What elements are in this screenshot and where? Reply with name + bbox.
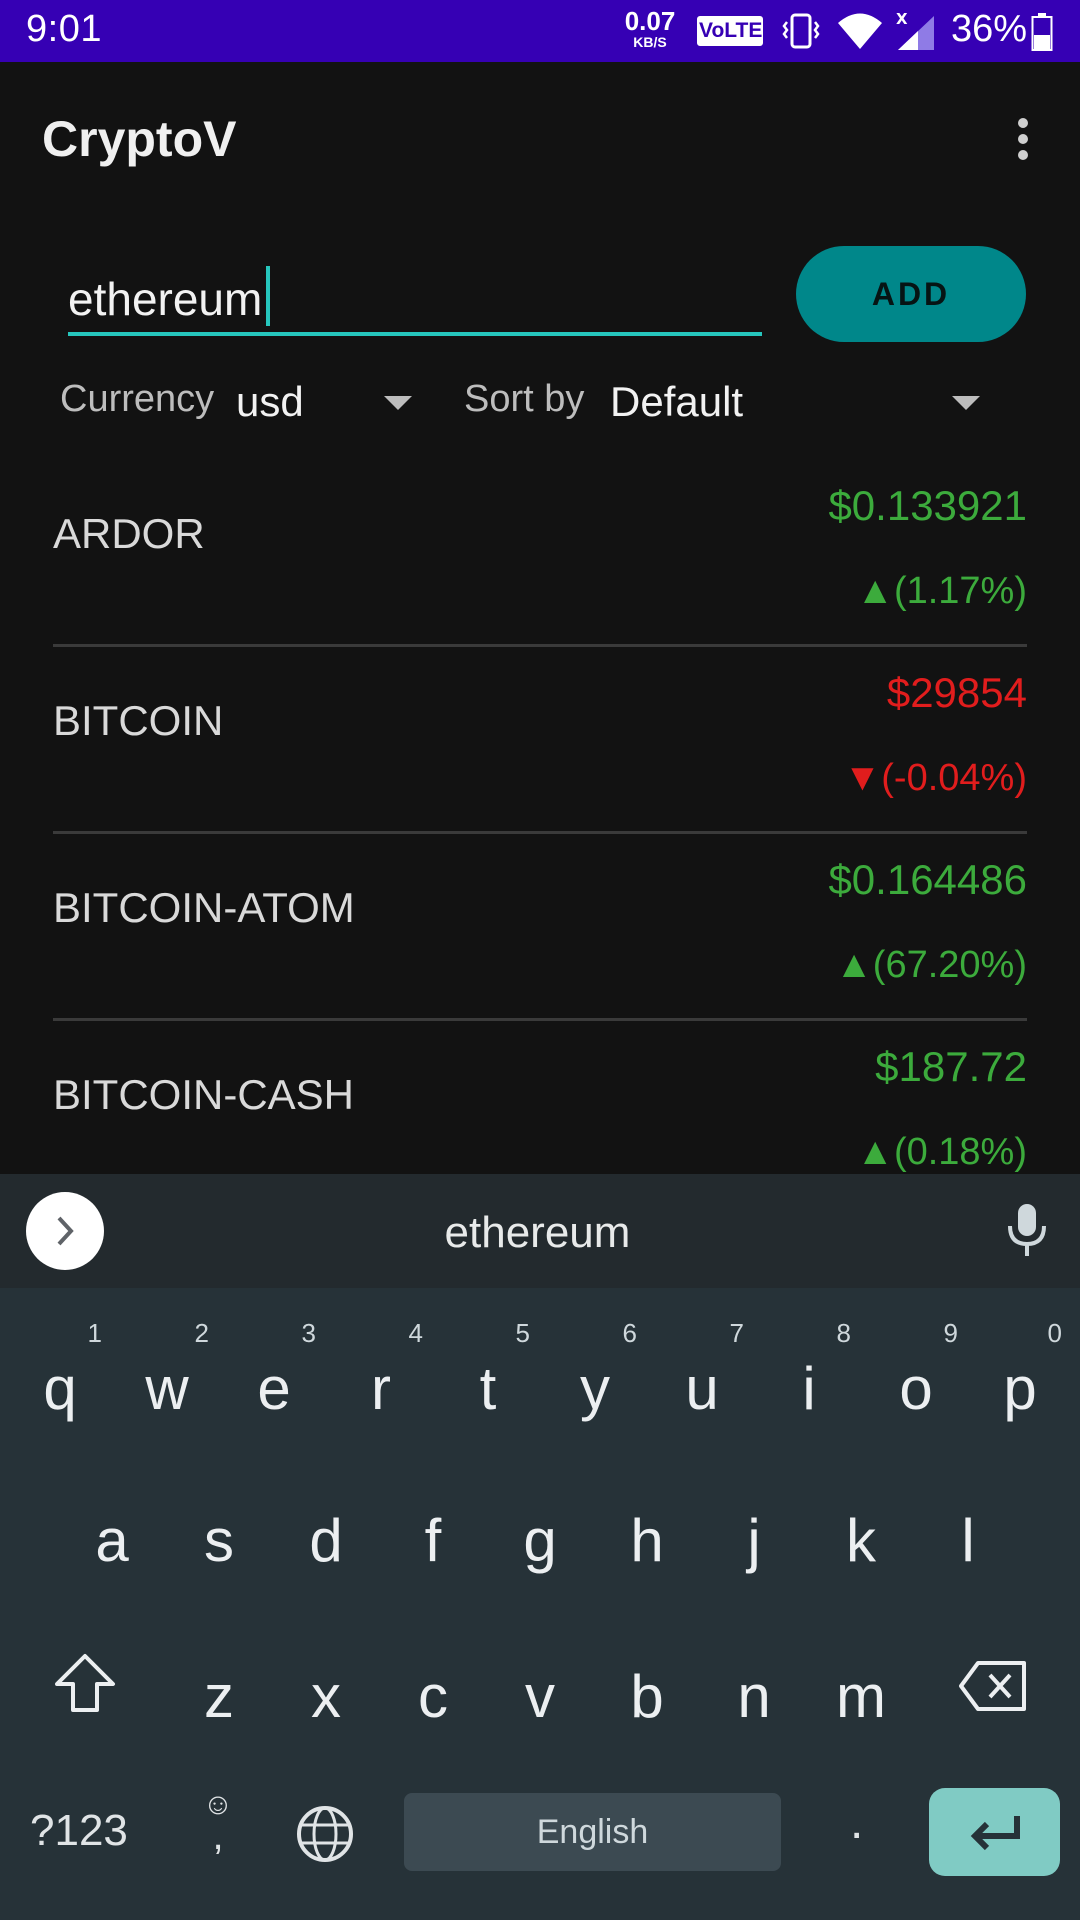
- globe-icon[interactable]: [296, 1805, 354, 1863]
- key-j[interactable]: j: [747, 1507, 761, 1574]
- battery-icon: [1031, 13, 1053, 51]
- text-cursor: [266, 266, 270, 326]
- suggestion-bar: ethereum: [0, 1174, 1080, 1288]
- currency-label: Currency: [60, 378, 215, 420]
- key-v[interactable]: v: [525, 1663, 555, 1730]
- sort-dropdown-arrow-icon[interactable]: [952, 396, 980, 410]
- key-z[interactable]: z: [204, 1663, 234, 1730]
- network-speed-value: 0.07: [624, 6, 676, 36]
- coin-row-bitcoin[interactable]: BITCOIN $29854 ▼(-0.04%): [53, 647, 1027, 834]
- coin-change: ▲(0.18%): [856, 1131, 1027, 1173]
- coin-change: ▲(1.17%): [856, 570, 1027, 612]
- coin-name: BITCOIN-CASH: [53, 1071, 355, 1118]
- coin-row-ardor[interactable]: ARDOR $0.133921 ▲(1.17%): [53, 460, 1027, 647]
- coin-price: $0.164486: [828, 856, 1027, 903]
- coin-price: $0.133921: [828, 482, 1027, 529]
- expand-toolbar-button[interactable]: [26, 1192, 104, 1270]
- coin-name: BITCOIN-ATOM: [53, 884, 355, 931]
- vibrate-icon: [782, 13, 820, 49]
- key-s[interactable]: s: [204, 1507, 234, 1574]
- emoji-comma-key[interactable]: ☺ ,: [196, 1788, 240, 1858]
- key-m[interactable]: m: [836, 1663, 886, 1730]
- volte-badge: VoLTE: [697, 16, 763, 46]
- add-button[interactable]: ADD: [796, 246, 1026, 342]
- enter-arrow-icon: [970, 1816, 1020, 1851]
- key-d[interactable]: d: [309, 1507, 343, 1574]
- coin-price: $29854: [886, 669, 1027, 716]
- coin-row-bitcoin-cash[interactable]: BITCOIN-CASH $187.72 ▲(0.18%): [53, 1021, 1027, 1174]
- sort-by-label: Sort by: [464, 378, 585, 420]
- space-key[interactable]: English: [404, 1793, 781, 1871]
- app-title: CryptoV: [42, 111, 237, 167]
- key-x[interactable]: x: [311, 1663, 341, 1730]
- key-n[interactable]: n: [737, 1663, 771, 1730]
- wifi-icon: [838, 13, 882, 49]
- enter-key[interactable]: [929, 1788, 1060, 1876]
- key-f[interactable]: f: [424, 1507, 442, 1574]
- sort-by-dropdown[interactable]: Default: [610, 378, 744, 425]
- comma-label: ,: [212, 1814, 224, 1858]
- svg-text:X: X: [896, 10, 908, 28]
- key-a[interactable]: a: [95, 1507, 129, 1574]
- chevron-right-icon: [57, 1216, 74, 1246]
- backspace-icon[interactable]: [958, 1660, 1028, 1712]
- coin-search-input[interactable]: [68, 266, 762, 336]
- coin-row-bitcoin-atom[interactable]: BITCOIN-ATOM $0.164486 ▲(67.20%): [53, 834, 1027, 1021]
- microphone-icon[interactable]: [1005, 1202, 1049, 1258]
- coin-list[interactable]: ARDOR $0.133921 ▲(1.17%) BITCOIN $29854 …: [0, 460, 1080, 1174]
- coin-name: BITCOIN: [53, 697, 224, 744]
- key-k[interactable]: k: [846, 1507, 876, 1574]
- coin-change: ▲(67.20%): [835, 944, 1027, 986]
- soft-keyboard: ethereum: [0, 1174, 1080, 1920]
- coin-name: ARDOR: [53, 510, 205, 557]
- key-h[interactable]: h: [630, 1507, 664, 1574]
- status-bar: 9:01 0.07 KB/S VoLTE X 36%: [0, 0, 1080, 62]
- shift-icon[interactable]: [53, 1652, 117, 1714]
- period-key[interactable]: .: [850, 1796, 864, 1849]
- emoji-icon: ☺: [202, 1788, 234, 1821]
- key-b[interactable]: b: [630, 1663, 664, 1730]
- signal-icon: X: [896, 10, 934, 50]
- key-c[interactable]: c: [418, 1663, 448, 1730]
- network-speed: 0.07 KB/S: [622, 8, 678, 49]
- app-bar: CryptoV: [0, 62, 1080, 214]
- overflow-menu-icon[interactable]: [1008, 114, 1038, 164]
- symbols-key[interactable]: ?123: [30, 1806, 128, 1855]
- currency-dropdown-arrow-icon[interactable]: [384, 396, 412, 410]
- network-speed-unit: KB/S: [633, 34, 667, 50]
- key-l[interactable]: l: [961, 1507, 975, 1574]
- key-g[interactable]: g: [523, 1507, 557, 1574]
- status-time: 9:01: [26, 8, 102, 50]
- suggestion-word[interactable]: ethereum: [444, 1208, 631, 1257]
- coin-change: ▼(-0.04%): [843, 757, 1027, 799]
- currency-dropdown[interactable]: usd: [236, 378, 304, 425]
- coin-price: $187.72: [875, 1043, 1027, 1090]
- battery-percentage: 36%: [951, 8, 1028, 50]
